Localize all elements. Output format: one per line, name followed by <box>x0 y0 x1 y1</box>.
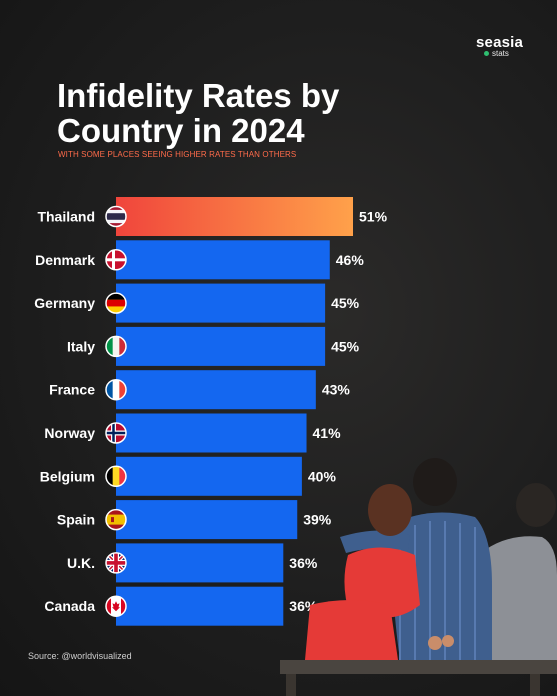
value-label: 45% <box>331 338 360 354</box>
bar-italy <box>116 326 326 366</box>
bar-germany <box>116 283 326 323</box>
belgium-flag-icon <box>105 465 127 488</box>
brand-sub: stats <box>484 49 523 58</box>
bar-spain <box>116 500 298 540</box>
uk-flag-icon <box>105 552 127 574</box>
category-label: Denmark <box>35 252 95 268</box>
germany-flag-icon <box>105 292 127 314</box>
bar-norway <box>116 413 307 453</box>
value-label: 36% <box>289 555 318 571</box>
category-label: U.K. <box>67 555 95 571</box>
spain-flag-icon <box>105 508 127 531</box>
chart-title: Infidelity Rates by Country in 2024 <box>57 77 340 149</box>
bar-denmark <box>116 240 330 280</box>
norway-flag-icon <box>105 422 127 444</box>
value-label: 46% <box>336 252 365 268</box>
canada-flag-icon <box>105 595 127 617</box>
brand-dot-icon <box>484 51 489 57</box>
bar-canada <box>116 586 284 626</box>
brand-name: seasia <box>476 34 524 51</box>
value-label: 51% <box>359 209 388 225</box>
bar-thailand <box>116 197 353 236</box>
thailand-flag-icon <box>105 205 127 228</box>
brand-sub-label: stats <box>492 49 509 58</box>
category-label: France <box>49 382 95 398</box>
italy-flag-icon <box>105 335 127 358</box>
source-note: Source: @worldvisualized <box>28 651 132 661</box>
value-label: 41% <box>313 425 342 441</box>
category-label: Spain <box>57 512 95 528</box>
chart-subtitle: WITH SOME PLACES SEEING HIGHER RATES THA… <box>58 150 297 159</box>
category-label: Canada <box>44 598 95 614</box>
value-label: 39% <box>303 512 332 528</box>
value-label: 40% <box>308 468 337 484</box>
category-label: Germany <box>34 295 95 311</box>
category-label: Norway <box>44 425 95 441</box>
bar-uk <box>116 543 284 583</box>
france-flag-icon <box>105 378 127 401</box>
bar-france <box>116 370 316 410</box>
bar-belgium <box>116 456 302 496</box>
category-label: Italy <box>67 338 95 354</box>
couple-photo <box>280 458 557 696</box>
category-label: Belgium <box>40 468 95 484</box>
brand-logo: seasia stats <box>476 34 523 58</box>
denmark-flag-icon <box>105 249 127 271</box>
value-label: 45% <box>331 295 360 311</box>
value-label: 43% <box>322 382 351 398</box>
category-label: Thailand <box>37 209 95 225</box>
